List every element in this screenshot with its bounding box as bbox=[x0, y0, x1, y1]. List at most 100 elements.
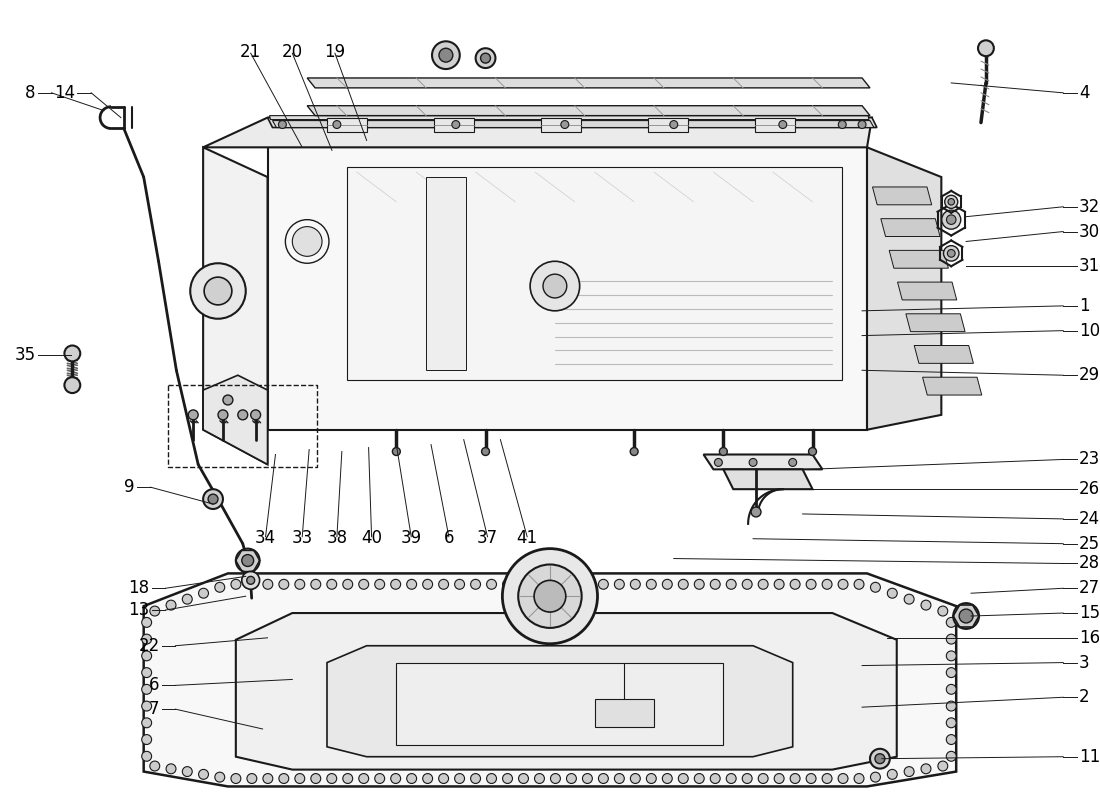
Circle shape bbox=[481, 53, 491, 63]
Text: 20: 20 bbox=[282, 43, 303, 61]
Circle shape bbox=[550, 579, 560, 590]
Polygon shape bbox=[755, 118, 794, 133]
Circle shape bbox=[482, 447, 490, 455]
Circle shape bbox=[471, 774, 481, 783]
Circle shape bbox=[295, 774, 305, 783]
Polygon shape bbox=[270, 116, 869, 119]
Polygon shape bbox=[724, 470, 813, 489]
Circle shape bbox=[231, 774, 241, 783]
Circle shape bbox=[393, 447, 400, 455]
Circle shape bbox=[279, 579, 289, 590]
Circle shape bbox=[583, 774, 593, 783]
Circle shape bbox=[293, 226, 322, 256]
Circle shape bbox=[870, 749, 890, 769]
Text: 18: 18 bbox=[129, 579, 150, 598]
Circle shape bbox=[790, 579, 800, 590]
Circle shape bbox=[615, 579, 625, 590]
Circle shape bbox=[166, 764, 176, 774]
Circle shape bbox=[279, 774, 289, 783]
Polygon shape bbox=[204, 147, 267, 465]
Circle shape bbox=[142, 701, 152, 711]
Polygon shape bbox=[396, 662, 724, 745]
Circle shape bbox=[838, 579, 848, 590]
Circle shape bbox=[407, 579, 417, 590]
Circle shape bbox=[959, 609, 974, 623]
Circle shape bbox=[938, 606, 948, 616]
Circle shape bbox=[263, 774, 273, 783]
Polygon shape bbox=[204, 118, 872, 147]
Circle shape bbox=[719, 447, 727, 455]
Circle shape bbox=[278, 121, 286, 129]
Circle shape bbox=[566, 579, 576, 590]
Circle shape bbox=[954, 603, 979, 629]
Circle shape bbox=[946, 651, 956, 661]
Circle shape bbox=[422, 774, 432, 783]
Text: 11: 11 bbox=[1079, 748, 1100, 766]
Text: 10: 10 bbox=[1079, 322, 1100, 340]
Circle shape bbox=[946, 751, 956, 762]
Circle shape bbox=[142, 618, 152, 627]
Circle shape bbox=[942, 210, 960, 229]
Text: 2: 2 bbox=[1079, 688, 1090, 706]
Circle shape bbox=[679, 774, 689, 783]
Circle shape bbox=[858, 121, 866, 129]
Circle shape bbox=[439, 774, 449, 783]
Circle shape bbox=[486, 774, 496, 783]
Circle shape bbox=[199, 588, 209, 598]
Circle shape bbox=[223, 395, 233, 405]
Polygon shape bbox=[307, 78, 870, 88]
Polygon shape bbox=[327, 118, 366, 133]
Circle shape bbox=[870, 772, 880, 782]
Circle shape bbox=[630, 579, 640, 590]
Text: eurospares: eurospares bbox=[271, 597, 503, 639]
Circle shape bbox=[543, 274, 566, 298]
Circle shape bbox=[946, 734, 956, 745]
Circle shape bbox=[679, 579, 689, 590]
Circle shape bbox=[295, 579, 305, 590]
Circle shape bbox=[359, 579, 369, 590]
Circle shape bbox=[751, 507, 761, 517]
Circle shape bbox=[948, 198, 955, 205]
Circle shape bbox=[822, 579, 832, 590]
Circle shape bbox=[142, 751, 152, 762]
Circle shape bbox=[945, 195, 958, 208]
Circle shape bbox=[142, 634, 152, 644]
Circle shape bbox=[422, 579, 432, 590]
Circle shape bbox=[946, 718, 956, 728]
Circle shape bbox=[938, 761, 948, 771]
Circle shape bbox=[188, 410, 198, 420]
Circle shape bbox=[670, 121, 678, 129]
Circle shape bbox=[65, 378, 80, 393]
Text: eurospares: eurospares bbox=[191, 270, 424, 312]
Circle shape bbox=[190, 263, 245, 318]
Text: 35: 35 bbox=[14, 346, 35, 365]
Polygon shape bbox=[594, 699, 654, 727]
Circle shape bbox=[214, 772, 224, 782]
Polygon shape bbox=[434, 118, 474, 133]
Circle shape bbox=[390, 774, 400, 783]
Polygon shape bbox=[881, 218, 940, 237]
Text: 13: 13 bbox=[129, 601, 150, 619]
Circle shape bbox=[742, 579, 752, 590]
Polygon shape bbox=[648, 118, 688, 133]
Text: 21: 21 bbox=[240, 43, 262, 61]
Circle shape bbox=[183, 594, 192, 604]
Circle shape bbox=[946, 618, 956, 627]
Circle shape bbox=[789, 458, 796, 466]
Circle shape bbox=[870, 582, 880, 592]
Text: 3: 3 bbox=[1079, 654, 1090, 671]
Circle shape bbox=[218, 410, 228, 420]
Circle shape bbox=[242, 571, 260, 590]
Circle shape bbox=[65, 346, 80, 362]
Circle shape bbox=[208, 494, 218, 504]
Text: 28: 28 bbox=[1079, 554, 1100, 573]
Circle shape bbox=[615, 774, 625, 783]
Circle shape bbox=[535, 580, 565, 612]
Circle shape bbox=[199, 770, 209, 779]
Text: 6: 6 bbox=[443, 529, 454, 547]
Circle shape bbox=[904, 766, 914, 777]
Circle shape bbox=[246, 579, 256, 590]
Circle shape bbox=[503, 549, 597, 644]
Circle shape bbox=[946, 701, 956, 711]
Circle shape bbox=[662, 774, 672, 783]
